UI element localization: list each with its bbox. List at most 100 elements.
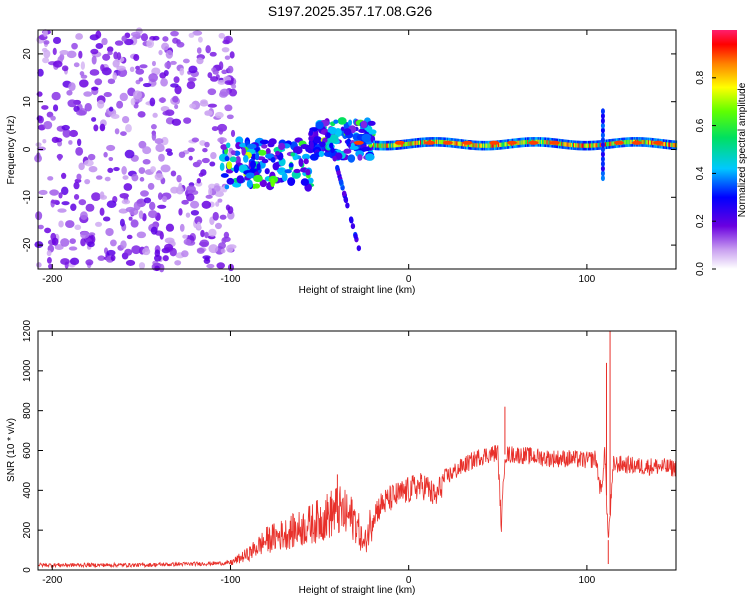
spectral-cell: [80, 231, 90, 239]
spectral-cell: [413, 141, 416, 146]
spectral-cell: [374, 143, 376, 148]
spectral-cell: [52, 36, 62, 45]
spectral-cell: [95, 30, 102, 39]
spectral-cell: [214, 222, 222, 230]
spectral-cell: [239, 143, 248, 148]
spectral-cell: [582, 143, 585, 148]
snr-panel: -200 -100 0 100 0 200 400 600 800 1000 1200 Heigh…: [6, 319, 677, 596]
spectral-cell: [276, 167, 284, 173]
spectral-cell: [504, 142, 507, 147]
spectral-cell: [107, 78, 116, 85]
spectral-cell: [527, 139, 529, 145]
spectral-cell: [114, 40, 124, 46]
spectral-cell: [87, 241, 95, 248]
spectral-cell: [298, 158, 304, 167]
spectral-cell: [198, 36, 203, 43]
spectral-cell: [476, 143, 479, 148]
spectral-cell: [477, 143, 480, 148]
spectral-cell: [499, 142, 501, 148]
spectral-peak: [353, 140, 364, 145]
spectral-cell: [158, 153, 165, 162]
spectral-cell: [591, 143, 593, 148]
spectral-cell: [100, 64, 105, 72]
spectral-cell: [218, 127, 224, 135]
spectral-cell: [345, 202, 350, 209]
spectral-peak: [425, 140, 436, 145]
spectral-cell: [165, 49, 174, 59]
spectral-cell: [313, 136, 322, 144]
spectral-cell: [361, 147, 371, 152]
spectral-cell: [455, 141, 457, 146]
spectral-cell: [382, 143, 385, 148]
spectral-cell: [377, 143, 379, 148]
spectral-cell: [497, 142, 499, 148]
spectral-cell: [224, 104, 233, 112]
spectral-cell: [120, 240, 127, 249]
spectral-cell: [158, 49, 163, 56]
spectral-cell: [79, 71, 85, 76]
spectral-cell: [357, 154, 363, 161]
spectral-cell: [478, 143, 481, 148]
y-tick-label: 10: [22, 96, 33, 108]
spectral-cell: [121, 199, 131, 205]
spectral-cell: [143, 197, 152, 204]
spectral-cell: [421, 140, 423, 145]
spectral-cell: [99, 191, 105, 199]
spectral-peak: [549, 140, 560, 145]
spectral-cell: [84, 178, 91, 185]
spectral-cell: [99, 207, 105, 216]
spectral-cell: [367, 120, 376, 126]
spectral-cell: [158, 263, 165, 273]
spectral-cell: [416, 140, 419, 145]
spectral-cell: [600, 122, 605, 129]
spectral-cell: [278, 142, 286, 151]
spectral-cell: [336, 169, 341, 176]
spectral-cell: [149, 97, 156, 107]
spectral-cell: [135, 68, 145, 75]
spectral-cell: [651, 140, 653, 145]
spectral-cell: [94, 221, 103, 227]
spectral-cell: [261, 144, 268, 149]
spectral-cell: [69, 129, 79, 138]
spectral-cell: [79, 79, 89, 88]
spectral-cell: [520, 140, 523, 145]
spectral-cell: [540, 139, 543, 145]
spectral-peak: [613, 140, 624, 145]
spectral-cell: [401, 142, 404, 147]
spectral-cell: [43, 120, 53, 130]
spectral-cell: [577, 143, 579, 148]
spectral-cell: [375, 143, 377, 148]
spectral-cell: [292, 146, 303, 155]
spectral-cell: [42, 57, 50, 64]
spectral-cell: [217, 137, 227, 143]
spectral-cell: [204, 256, 210, 262]
spectral-cell: [207, 103, 218, 108]
spectral-cell: [594, 143, 596, 148]
spectral-cell: [205, 194, 213, 199]
spectral-cell: [152, 112, 158, 118]
spectral-cell: [75, 33, 83, 40]
spectral-cell: [85, 259, 94, 266]
spectral-cell: [138, 77, 144, 82]
spectral-cell: [138, 167, 146, 175]
spectral-cell: [95, 43, 104, 50]
spectral-cell: [673, 142, 676, 148]
spectral-cell: [319, 141, 326, 148]
spectral-cell: [146, 39, 155, 48]
spectral-cell: [199, 140, 206, 146]
spectral-cell: [385, 143, 388, 148]
spectral-cell: [122, 175, 129, 180]
spectral-peak: [507, 140, 518, 145]
spectral-cell: [545, 140, 547, 145]
y-tick-label: 20: [22, 48, 33, 60]
spectral-cell: [469, 142, 471, 148]
spectral-cell: [73, 62, 80, 68]
spectral-cell: [393, 143, 395, 148]
spectral-cell: [210, 151, 217, 160]
spectral-cell: [94, 78, 103, 86]
spectral-cell: [662, 141, 665, 147]
spectral-cell: [59, 50, 69, 55]
spectral-cell: [43, 40, 50, 45]
spectral-cell: [102, 216, 111, 222]
spectral-cell: [485, 143, 487, 148]
